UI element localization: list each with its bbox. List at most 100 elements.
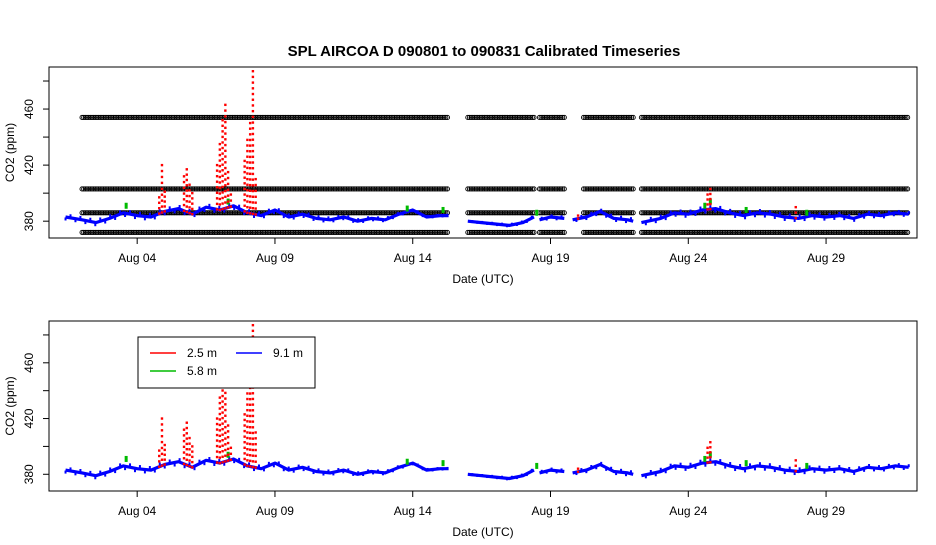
series-9-1m-point [625, 220, 628, 224]
series-9-1m-point [74, 219, 77, 223]
calibration-point [173, 186, 179, 192]
calibration-point [433, 114, 439, 121]
series-9-1m-point [729, 208, 732, 212]
calibration-point [292, 229, 298, 235]
calibration-point [791, 186, 797, 192]
calibration-point [225, 229, 231, 235]
series-2-5m-point [221, 433, 224, 436]
calibration-point [330, 114, 336, 121]
calibration-point [243, 114, 249, 121]
series-9-1m-point [183, 212, 186, 216]
calibration-point [531, 114, 537, 121]
calibration-point [671, 229, 678, 235]
calibration-point [307, 114, 313, 121]
calibration-point [428, 229, 434, 235]
calibration-point [804, 186, 810, 192]
calibration-point [400, 229, 406, 235]
calibration-point [658, 186, 664, 192]
calibration-point [420, 186, 426, 192]
calibration-point [759, 229, 765, 235]
calibration-point [782, 114, 788, 121]
calibration-point [272, 186, 279, 192]
calibration-point [850, 186, 856, 192]
calibration-point [678, 229, 684, 235]
calibration-point [822, 210, 828, 216]
calibration-point [540, 229, 546, 235]
calibration-point [622, 229, 628, 235]
calibration-point [620, 114, 626, 121]
series-9-1m-point [496, 476, 499, 480]
series-9-1m-point [138, 211, 141, 215]
calibration-point [385, 229, 391, 235]
series-9-1m-point [64, 217, 67, 221]
calibration-point [234, 229, 241, 235]
calibration-point [620, 210, 626, 216]
calibration-point [180, 229, 186, 235]
calibration-point [294, 114, 300, 121]
calibration-point [751, 114, 757, 121]
calibration-point [698, 229, 704, 235]
series-2-5m-point [160, 163, 164, 167]
series-9-1m-point [654, 220, 657, 224]
calibration-point [137, 114, 143, 121]
series-2-5m-point [251, 104, 255, 107]
calibration-point [511, 114, 517, 121]
calibration-point [582, 229, 588, 235]
series-2-5m-point [221, 411, 224, 414]
calibration-point [198, 229, 204, 235]
calibration-point [471, 114, 478, 121]
calibration-point [511, 210, 517, 216]
series-2-5m-point [185, 432, 188, 435]
calibration-point [345, 186, 351, 192]
series-2-5m-point [251, 454, 255, 457]
calibration-point [787, 229, 793, 235]
calibration-point [718, 186, 724, 192]
calibration-point [238, 114, 244, 121]
series-9-1m-point [545, 217, 548, 221]
calibration-point [119, 114, 125, 121]
series-2-5m-point [182, 445, 186, 449]
series-9-1m-point [744, 216, 747, 220]
calibration-point [843, 210, 850, 216]
calibration-point [276, 186, 282, 192]
series-9-1m-point [193, 467, 196, 471]
calibration-point [299, 186, 305, 192]
series-2-5m-point [160, 187, 164, 191]
calibration-point [756, 229, 762, 235]
series-9-1m-point [133, 469, 136, 473]
calibration-point [845, 114, 851, 121]
series-9-1m-point [600, 461, 603, 465]
series-2-5m-point [706, 208, 709, 211]
calibration-point [334, 229, 340, 235]
series-5-8m-point [441, 460, 445, 467]
calibration-point [165, 229, 171, 235]
calibration-point [741, 229, 747, 235]
calibration-point [607, 114, 613, 121]
series-2-5m-point [218, 434, 222, 438]
calibration-point [881, 186, 888, 192]
series-2-5m-point [246, 161, 249, 164]
series-9-1m-point [178, 204, 181, 208]
series-2-5m-point [246, 447, 249, 451]
calibration-point [638, 114, 644, 121]
calibration-point [96, 186, 102, 192]
calibration-point [312, 114, 318, 121]
calibration-point [367, 114, 373, 121]
calibration-point [186, 114, 193, 121]
calibration-point [774, 114, 780, 121]
calibration-point [757, 186, 764, 192]
calibration-point [148, 229, 155, 235]
series-9-1m-line [65, 457, 449, 478]
series-2-5m-point [224, 166, 227, 170]
calibration-point [350, 229, 356, 235]
series-9-1m-point [411, 462, 414, 466]
series-2-5m-point [248, 442, 252, 446]
series-2-5m-point [246, 144, 249, 147]
calibration-point [891, 114, 897, 121]
calibration-point [368, 186, 374, 192]
series-2-5m-point [182, 457, 186, 460]
calibration-point [696, 114, 702, 121]
calibration-point [330, 186, 336, 192]
series-9-1m-point [277, 461, 280, 465]
series-2-5m-point [215, 428, 219, 431]
